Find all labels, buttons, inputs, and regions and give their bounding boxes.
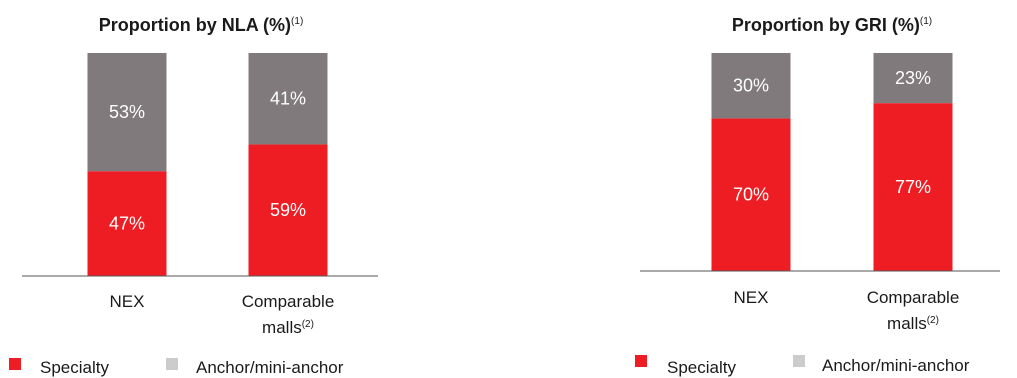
legend-swatch-specialty — [635, 355, 647, 367]
bar-group: 70% 30% 77% 23% — [711, 53, 953, 272]
category-label-comparable: Comparable — [242, 292, 335, 311]
data-label-specialty-comparable-malls: 77% — [895, 177, 931, 197]
legend-label-anchor: Anchor/mini-anchor — [822, 356, 970, 375]
legend-label-specialty: Specialty — [40, 358, 109, 377]
bar-anchor-mini-anchor-nex — [711, 53, 791, 119]
legend-swatch-specialty — [9, 358, 21, 370]
chart-title: Proportion by GRI (%)(1) — [732, 15, 932, 35]
category-label-malls: malls(2) — [262, 318, 314, 337]
legend: Specialty Anchor/mini-anchor — [635, 355, 970, 377]
legend: Specialty Anchor/mini-anchor — [9, 358, 344, 377]
category-label-malls: malls(2) — [887, 314, 939, 333]
bar-specialty-comparable-malls — [873, 103, 953, 271]
legend-swatch-anchor — [793, 355, 805, 367]
bar-group: 47% 53% 59% 41% — [87, 53, 328, 276]
bar-anchor-mini-anchor-comparable-malls — [248, 53, 328, 145]
data-label-anchor-mini-anchor-comparable-malls: 41% — [270, 89, 306, 109]
data-label-anchor-mini-anchor-nex: 53% — [109, 102, 145, 122]
data-label-specialty-nex: 70% — [733, 185, 769, 205]
bar-specialty-nex — [711, 118, 791, 272]
bar-anchor-mini-anchor-comparable-malls — [873, 53, 953, 104]
legend-label-anchor: Anchor/mini-anchor — [196, 358, 344, 377]
data-label-specialty-nex: 47% — [109, 214, 145, 234]
chart-gri: Proportion by GRI (%)(1) 70% 30% 77% 23% NE… — [635, 15, 1000, 377]
legend-swatch-anchor — [166, 358, 178, 370]
legend-label-specialty: Specialty — [667, 358, 736, 377]
bar-anchor-mini-anchor-nex — [87, 53, 167, 172]
chart-title: Proportion by NLA (%)(1) — [99, 15, 304, 35]
category-label-comparable: Comparable — [867, 288, 960, 307]
data-label-anchor-mini-anchor-nex: 30% — [733, 76, 769, 96]
data-label-anchor-mini-anchor-comparable-malls: 23% — [895, 68, 931, 88]
bar-specialty-nex — [87, 171, 167, 276]
chart-nla: Proportion by NLA (%)(1) 47% 53% 59% 41% NE… — [9, 15, 378, 377]
category-label-nex: NEX — [110, 292, 145, 311]
category-label-nex: NEX — [734, 288, 769, 307]
data-label-specialty-comparable-malls: 59% — [270, 200, 306, 220]
bar-specialty-comparable-malls — [248, 144, 328, 276]
